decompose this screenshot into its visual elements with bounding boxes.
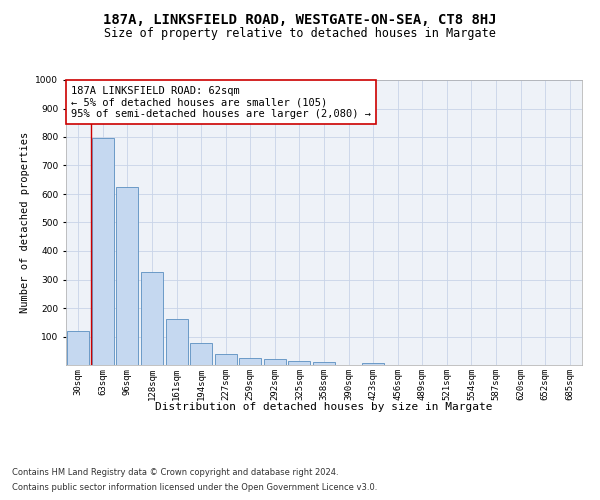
Bar <box>92 138 114 365</box>
Bar <box>289 360 310 365</box>
Bar <box>116 187 139 365</box>
Text: Contains HM Land Registry data © Crown copyright and database right 2024.: Contains HM Land Registry data © Crown c… <box>12 468 338 477</box>
Bar <box>166 320 188 365</box>
Bar <box>67 331 89 365</box>
Text: Size of property relative to detached houses in Margate: Size of property relative to detached ho… <box>104 28 496 40</box>
Text: Contains public sector information licensed under the Open Government Licence v3: Contains public sector information licen… <box>12 483 377 492</box>
Bar <box>215 354 237 365</box>
Bar <box>313 362 335 365</box>
Text: Distribution of detached houses by size in Margate: Distribution of detached houses by size … <box>155 402 493 412</box>
Bar <box>362 362 384 365</box>
Text: 187A, LINKSFIELD ROAD, WESTGATE-ON-SEA, CT8 8HJ: 187A, LINKSFIELD ROAD, WESTGATE-ON-SEA, … <box>103 12 497 26</box>
Bar <box>141 272 163 365</box>
Bar <box>264 358 286 365</box>
Bar <box>190 343 212 365</box>
Text: 187A LINKSFIELD ROAD: 62sqm
← 5% of detached houses are smaller (105)
95% of sem: 187A LINKSFIELD ROAD: 62sqm ← 5% of deta… <box>71 86 371 119</box>
Y-axis label: Number of detached properties: Number of detached properties <box>20 132 30 313</box>
Bar <box>239 358 262 365</box>
